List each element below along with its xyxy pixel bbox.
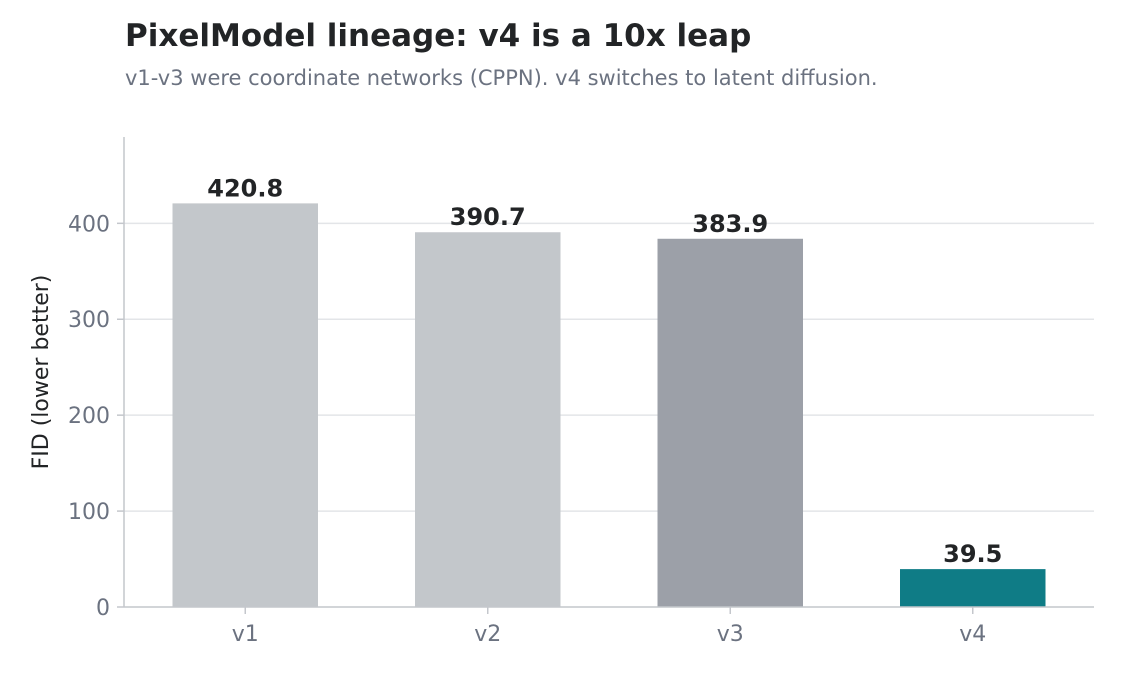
y-tick-label: 200 [68, 404, 110, 429]
bar-v1 [172, 203, 318, 608]
x-tick-label-v3: v3 [717, 622, 744, 647]
y-tick-label: 100 [68, 500, 110, 525]
x-axis-ticks: v1 v2 v3 v4 [232, 607, 986, 647]
x-tick-label-v1: v1 [232, 622, 259, 647]
y-tick-label: 300 [68, 308, 110, 333]
x-tick-label-v2: v2 [474, 622, 501, 647]
value-label-v2: 390.7 [450, 203, 526, 231]
bars [172, 203, 1046, 608]
value-label-v4: 39.5 [943, 540, 1002, 568]
bar-v2 [415, 232, 561, 607]
chart-title: PixelModel lineage: v4 is a 10x leap [125, 18, 752, 54]
y-axis-label: FID (lower better) [29, 275, 54, 470]
y-tick-label: 0 [96, 596, 110, 621]
value-label-v1: 420.8 [207, 174, 283, 202]
chart-subtitle: v1-v3 were coordinate networks (CPPN). v… [125, 66, 878, 90]
y-tick-label: 400 [68, 212, 110, 237]
bar-v3 [657, 238, 803, 607]
y-axis-ticks: 0 100 200 300 400 [68, 212, 124, 621]
value-labels: 420.8 390.7 383.9 39.5 [207, 174, 1002, 568]
bar-v4 [900, 569, 1046, 607]
value-label-v3: 383.9 [692, 210, 768, 238]
x-tick-label-v4: v4 [959, 622, 986, 647]
